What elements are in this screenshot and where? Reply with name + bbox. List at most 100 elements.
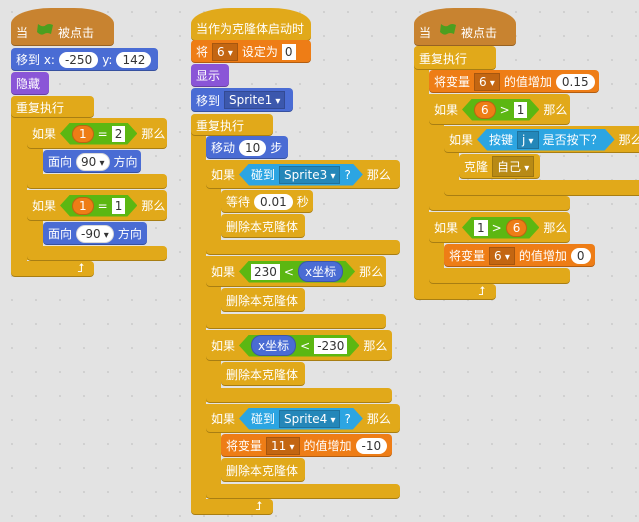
if-block[interactable]: 如果 1 >6 那么: [429, 212, 570, 243]
value-input[interactable]: 1: [112, 198, 126, 214]
label: 的值增加: [518, 249, 567, 263]
key-pressed-sensor[interactable]: 按键j是否按下？: [477, 129, 615, 151]
change-variable-block[interactable]: 将变量6的值增加0: [444, 244, 595, 267]
variable-reporter[interactable]: 6: [506, 219, 528, 237]
equals-operator[interactable]: 1 = 2: [60, 123, 137, 145]
label: 秒: [296, 195, 309, 209]
value-input[interactable]: 0.15: [555, 73, 595, 90]
reporter[interactable]: 1: [72, 125, 94, 143]
greater-than-operator[interactable]: 1 >6: [462, 217, 539, 239]
value-input[interactable]: -10: [355, 437, 388, 454]
wait-block[interactable]: 等待 0.01 秒: [221, 190, 313, 213]
if-block[interactable]: 如果 6 >1 那么: [429, 94, 570, 125]
variable-reporter[interactable]: 6: [474, 101, 496, 119]
delete-clone-block[interactable]: 删除本克隆体: [221, 214, 305, 238]
value-input[interactable]: 1: [474, 220, 488, 236]
point-direction-block[interactable]: 面向-90方向: [43, 222, 147, 245]
label: 设定为: [241, 45, 278, 59]
y-input[interactable]: 142: [116, 51, 152, 68]
operator: <: [283, 264, 294, 279]
change-variable-block[interactable]: 将变量11的值增加-10: [221, 434, 392, 457]
delete-clone-block[interactable]: 删除本克隆体: [221, 458, 305, 482]
go-to-block[interactable]: 移到 Sprite1: [191, 88, 293, 112]
value-input[interactable]: 2: [112, 126, 126, 142]
reporter[interactable]: 1: [72, 197, 94, 215]
show-block[interactable]: 显示: [191, 64, 229, 87]
label: 那么: [366, 412, 391, 426]
seconds-input[interactable]: 0.01: [254, 193, 293, 210]
label: 的值增加: [503, 75, 552, 89]
forever-block[interactable]: 重复执行: [11, 96, 94, 118]
value-input[interactable]: 230: [251, 264, 280, 280]
label: 面向: [48, 155, 73, 169]
x-position-reporter[interactable]: x坐标: [298, 261, 343, 282]
greater-than-operator[interactable]: 6 >1: [462, 99, 539, 121]
forever-block[interactable]: 重复执行: [191, 114, 273, 136]
less-than-operator[interactable]: 230 < x坐标: [239, 261, 355, 283]
target-dropdown[interactable]: Sprite1: [224, 91, 286, 109]
point-direction-block[interactable]: 面向90方向: [43, 150, 141, 173]
target-dropdown[interactable]: Sprite4: [279, 410, 340, 428]
forever-block[interactable]: 重复执行: [414, 46, 496, 70]
label: 移到: [196, 93, 221, 108]
less-than-operator[interactable]: x坐标 < -230: [239, 335, 359, 357]
value-input[interactable]: 1: [514, 102, 528, 118]
label: 那么: [141, 127, 166, 141]
create-clone-block[interactable]: 克隆 自己: [459, 154, 540, 179]
direction-dropdown[interactable]: 90: [76, 152, 110, 171]
x-position-reporter[interactable]: x坐标: [251, 335, 296, 356]
if-block[interactable]: 如果 1 = 2 那么: [27, 118, 167, 149]
delete-clone-block[interactable]: 删除本克隆体: [221, 362, 305, 386]
variable-dropdown[interactable]: 6: [474, 72, 500, 91]
label: 如果: [211, 412, 236, 426]
x-input[interactable]: -250: [58, 51, 99, 68]
if-block[interactable]: 如果 1 = 1 那么: [27, 190, 167, 221]
forever-bottom: ⮥: [414, 284, 496, 300]
variable-dropdown[interactable]: 11: [266, 436, 300, 455]
forever-arm: [191, 114, 206, 514]
label: 如果: [434, 221, 459, 235]
label: 隐藏: [16, 77, 41, 91]
change-variable-block[interactable]: 将变量6的值增加0.15: [429, 70, 599, 93]
equals-operator[interactable]: 1 = 1: [60, 195, 137, 217]
label: 步: [270, 141, 283, 155]
hide-block[interactable]: 隐藏: [11, 72, 49, 95]
when-start-as-clone-hat[interactable]: 当作为克隆体启动时: [191, 8, 311, 41]
direction-dropdown[interactable]: -90: [76, 224, 114, 243]
label: 如果: [211, 265, 236, 279]
delete-clone-block[interactable]: 删除本克隆体: [221, 288, 305, 312]
operator: =: [97, 126, 108, 141]
label: ?: [344, 167, 351, 182]
set-variable-block[interactable]: 将6设定为0: [191, 40, 311, 63]
variable-dropdown[interactable]: 6: [212, 42, 238, 61]
loop-arrow-icon: ⮥: [478, 284, 486, 298]
if-block[interactable]: 如果 230 < x坐标 那么: [206, 256, 386, 287]
value-input[interactable]: 0: [570, 247, 591, 264]
label: 那么: [141, 199, 166, 213]
label: 如果: [211, 168, 236, 182]
target-dropdown[interactable]: Sprite3: [279, 166, 340, 184]
if-bottom: [27, 174, 167, 189]
key-dropdown[interactable]: j: [517, 131, 539, 149]
if-bottom: [444, 180, 639, 196]
when-flag-clicked-hat[interactable]: 当 被点击: [11, 8, 114, 46]
go-to-xy-block[interactable]: 移到 x: -250 y: 142: [11, 48, 158, 71]
move-steps-block[interactable]: 移动 10 步: [206, 136, 288, 159]
steps-input[interactable]: 10: [239, 139, 267, 156]
variable-dropdown[interactable]: 6: [489, 246, 515, 265]
if-block[interactable]: 如果 x坐标 < -230 那么: [206, 330, 392, 361]
value-input[interactable]: -230: [314, 338, 347, 354]
when-flag-clicked-hat[interactable]: 当 被点击: [414, 8, 516, 46]
label: 碰到: [251, 412, 276, 426]
label: 面向: [48, 227, 73, 241]
label: 如果: [32, 127, 57, 141]
value-input[interactable]: 0: [281, 43, 296, 60]
label: 那么: [366, 168, 391, 182]
clone-target-dropdown[interactable]: 自己: [492, 156, 535, 177]
label: 将变量: [226, 439, 263, 453]
if-block[interactable]: 如果按键j是否按下？那么: [444, 126, 639, 153]
